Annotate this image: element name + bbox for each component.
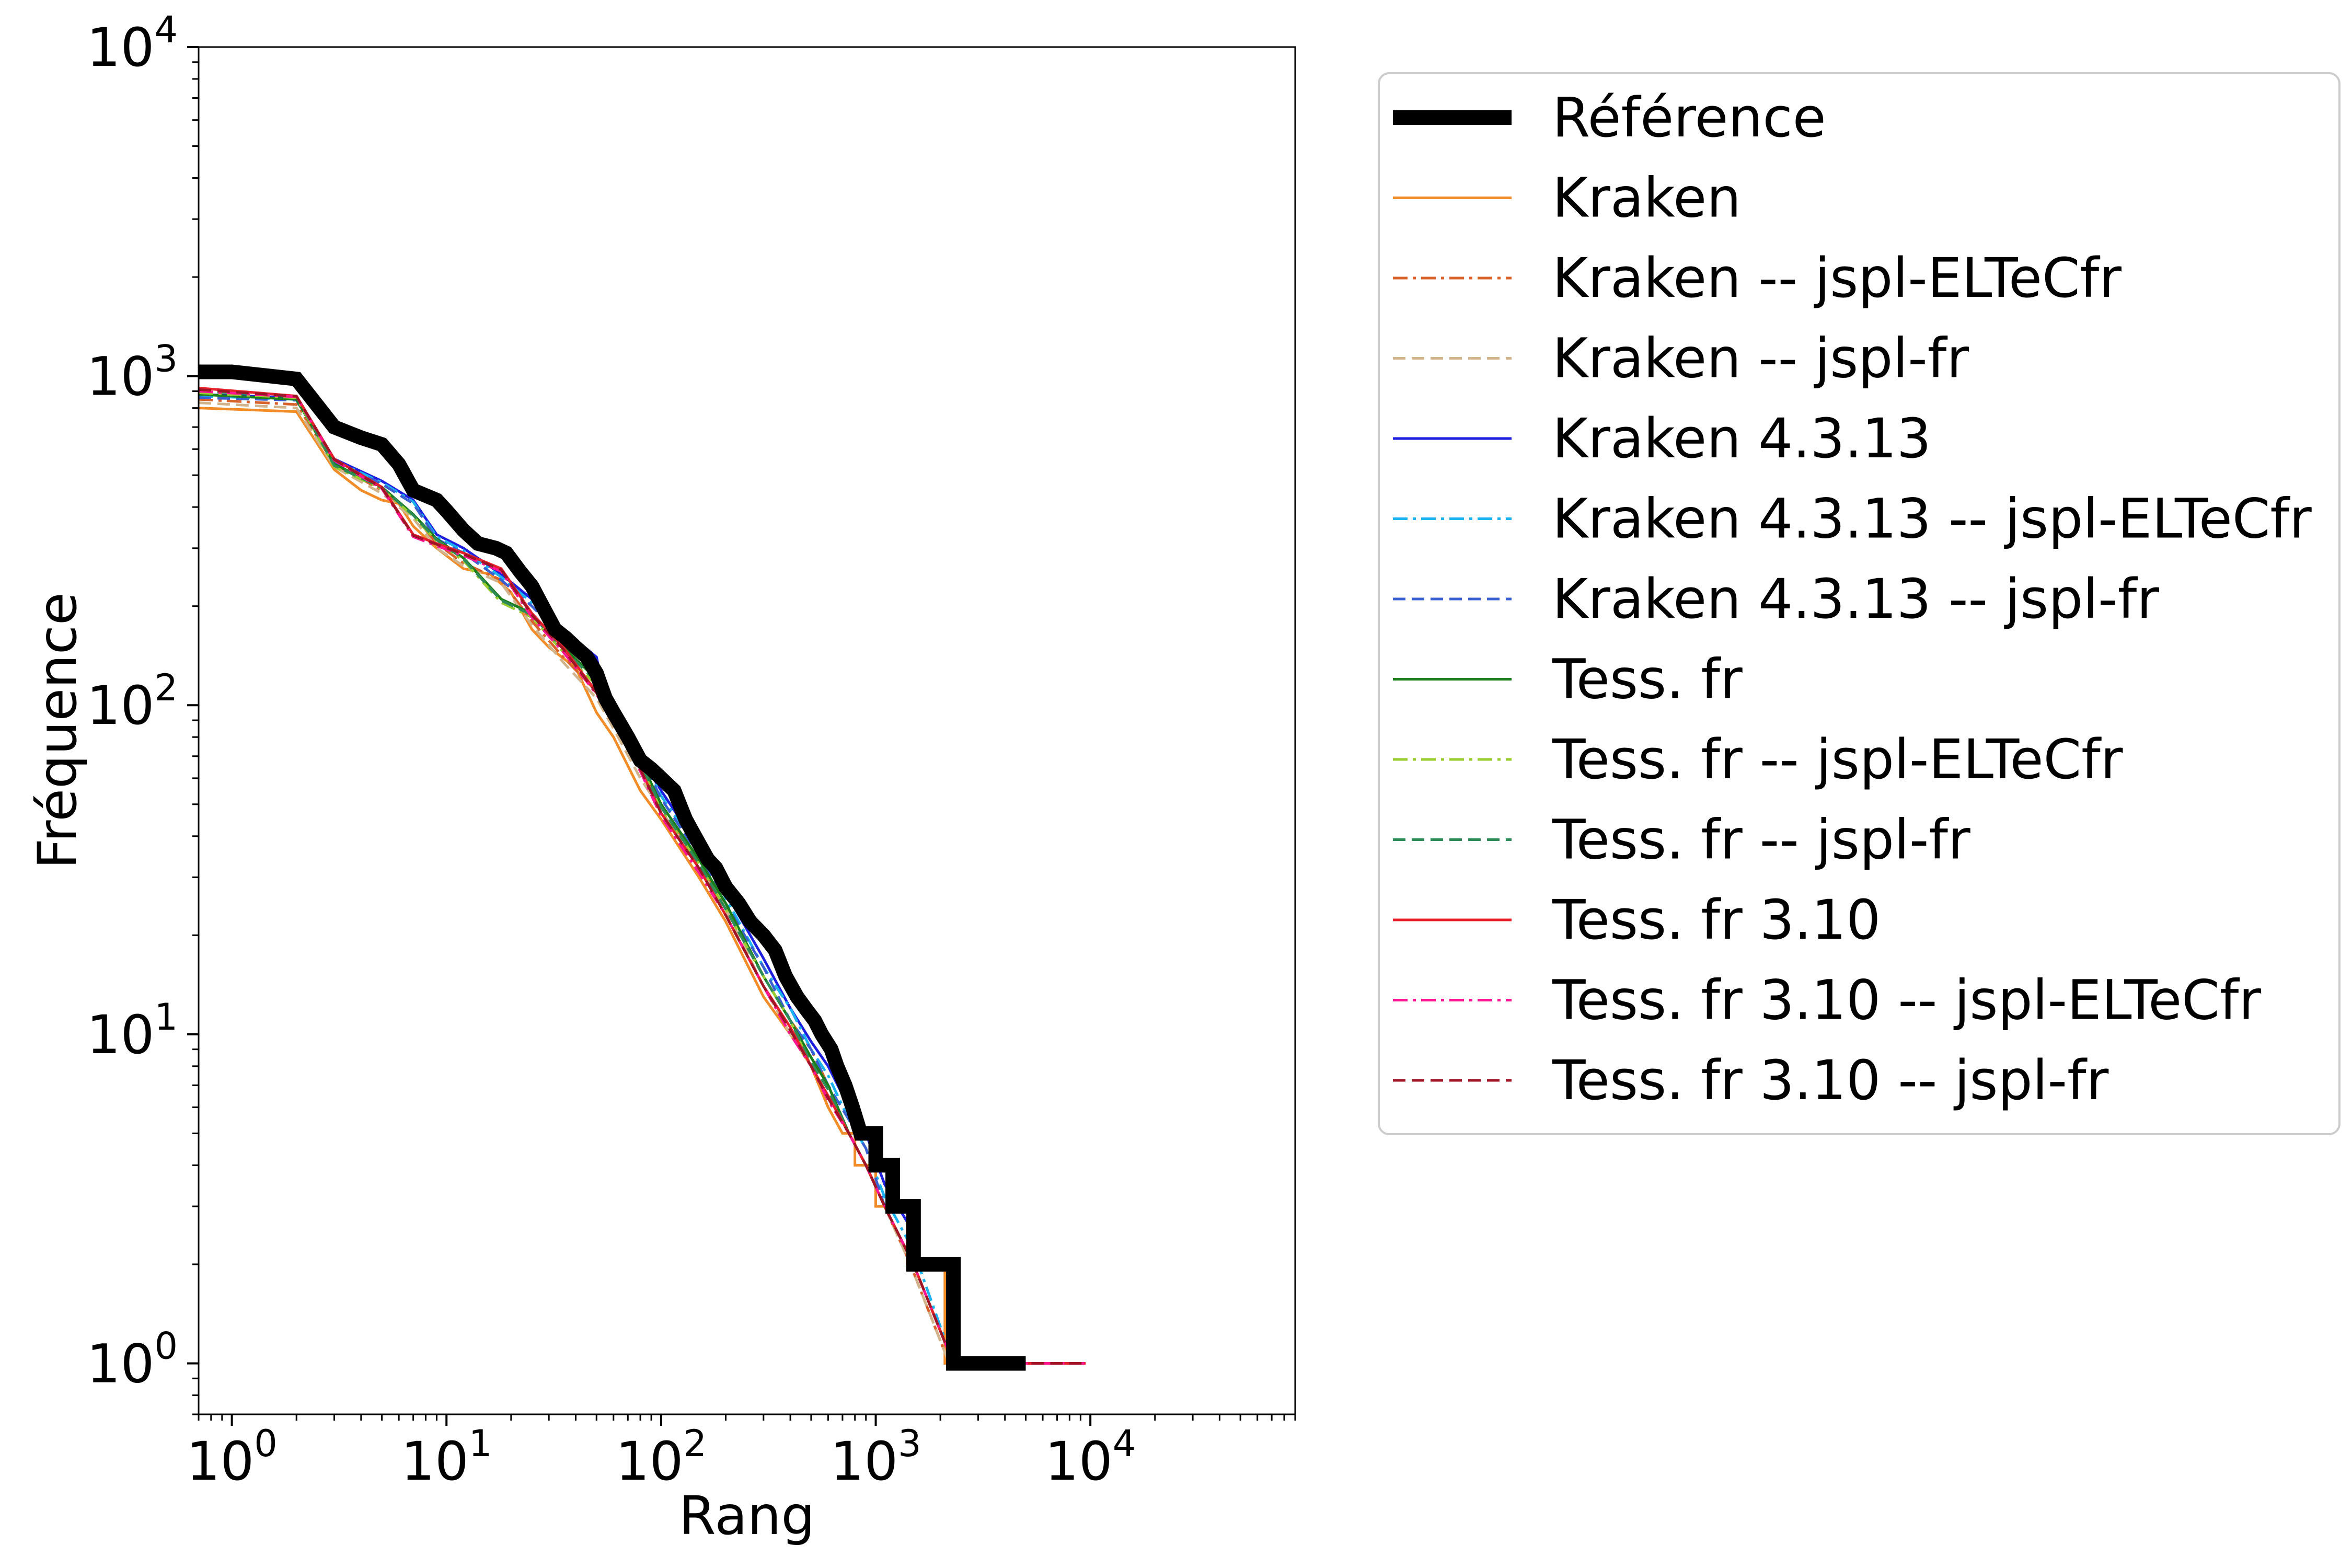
- series-line-tess-fr-jspl-eltecfr: [199, 391, 1081, 1365]
- series-line-r-f-rence: [199, 364, 1026, 1371]
- legend-frame: [1378, 72, 2341, 1135]
- legend-label: Kraken 4.3.13 -- jspl-fr: [1552, 567, 2159, 631]
- legend: Référence Kraken Kraken -- jspl-ELTeCfr Kra…: [1378, 72, 2341, 1135]
- legend-label: Référence: [1552, 86, 1826, 149]
- y-tick-label: 100: [87, 1324, 178, 1395]
- legend-item: Kraken 4.3.13 -- jspl-ELTeCfr: [1393, 487, 2312, 551]
- legend-label: Kraken -- jspl-fr: [1552, 327, 1969, 390]
- y-tick-label: 102: [87, 666, 178, 737]
- x-tick-label: 102: [616, 1422, 707, 1493]
- legend-label: Tess. fr 3.10 -- jspl-ELTeCfr: [1552, 969, 2261, 1032]
- legend-label: Tess. fr 3.10 -- jspl-fr: [1552, 1048, 2109, 1112]
- legend-item: Tess. fr 3.10 -- jspl-fr: [1393, 1048, 2109, 1112]
- legend-label: Kraken 4.3.13: [1552, 407, 1931, 470]
- x-tick-label: 103: [830, 1422, 921, 1493]
- legend-item: Tess. fr 3.10: [1393, 888, 1881, 952]
- legend-label: Kraken: [1552, 166, 1741, 230]
- plot-frame: [198, 46, 1296, 1415]
- legend-label: Kraken -- jspl-ELTeCfr: [1552, 246, 2122, 310]
- legend-item: Kraken 4.3.13 -- jspl-fr: [1393, 567, 2159, 631]
- legend-item: Kraken -- jspl-ELTeCfr: [1393, 246, 2122, 310]
- legend-item: Tess. fr 3.10 -- jspl-ELTeCfr: [1393, 969, 2261, 1032]
- legend-item: Tess. fr -- jspl-fr: [1393, 808, 1970, 872]
- legend-item: Référence: [1393, 86, 1826, 149]
- legend-item: Kraken: [1393, 166, 1741, 230]
- y-tick-label: 101: [87, 996, 178, 1066]
- y-tick-label: 104: [87, 8, 178, 79]
- legend-label: Kraken 4.3.13 -- jspl-ELTeCfr: [1552, 487, 2312, 551]
- legend-label: Tess. fr 3.10: [1552, 888, 1881, 952]
- legend-item: Tess. fr: [1393, 648, 1743, 711]
- legend-item: Kraken 4.3.13: [1393, 407, 1931, 470]
- x-tick-label: 104: [1045, 1422, 1136, 1493]
- legend-item: Tess. fr -- jspl-ELTeCfr: [1393, 728, 2123, 791]
- legend-item: Kraken -- jspl-fr: [1393, 327, 1969, 390]
- x-tick-label: 101: [401, 1422, 492, 1493]
- legend-label: Tess. fr -- jspl-ELTeCfr: [1552, 728, 2123, 791]
- x-tick-label: 100: [186, 1422, 277, 1493]
- legend-label: Tess. fr -- jspl-fr: [1552, 808, 1970, 872]
- series-line-kraken-jspl-eltecfr: [199, 398, 1081, 1365]
- y-axis-label: Fréquence: [27, 592, 89, 869]
- y-tick-label: 103: [87, 338, 178, 408]
- legend-label: Tess. fr: [1552, 648, 1743, 711]
- x-axis-label: Rang: [679, 1485, 815, 1547]
